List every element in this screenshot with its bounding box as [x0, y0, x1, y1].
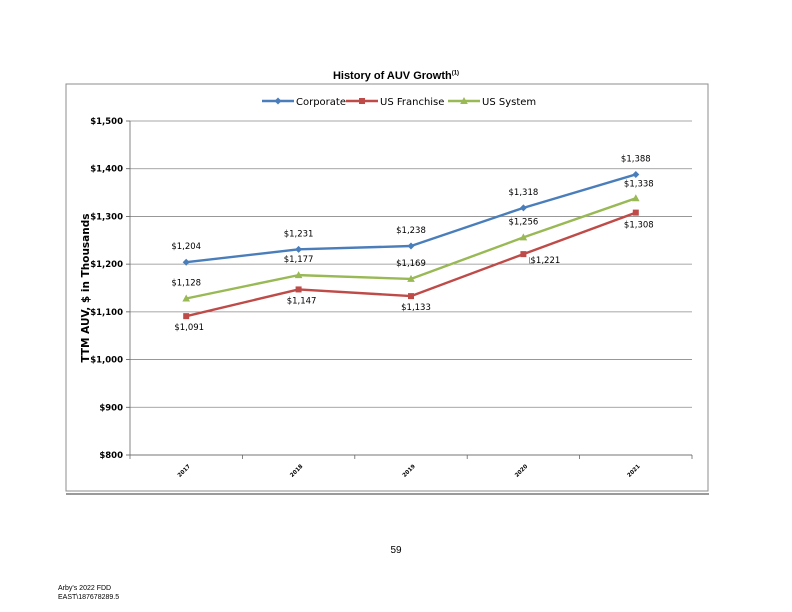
- data-label: $1,133: [401, 303, 431, 313]
- data-point: [519, 204, 527, 212]
- legend-label: Corporate: [296, 97, 346, 108]
- data-label: $1,318: [509, 188, 539, 198]
- y-tick-label: $1,400: [90, 165, 123, 175]
- data-label: $1,338: [624, 179, 654, 189]
- data-point: [183, 313, 190, 320]
- chart-title: History of AUV Growth(1): [0, 70, 792, 82]
- data-point: [294, 271, 303, 279]
- y-tick-label: $1,000: [90, 356, 123, 366]
- chart-title-footnote: (1): [451, 70, 460, 77]
- chart-frame: [65, 83, 709, 492]
- page-number: 59: [390, 545, 402, 556]
- data-label: $1,231: [284, 229, 314, 239]
- y-tick-label: $1,200: [90, 260, 123, 270]
- y-tick-label: $800: [99, 451, 123, 461]
- data-point: [295, 286, 302, 293]
- data-point: [632, 209, 639, 216]
- legend-label: US System: [482, 97, 536, 108]
- data-label: $1,091: [174, 323, 204, 333]
- data-label: $1,238: [396, 226, 426, 236]
- data-point: [520, 251, 527, 258]
- footer-line-1: Arby's 2022 FDD: [58, 585, 112, 592]
- data-point: [182, 258, 190, 266]
- data-point: [519, 233, 528, 241]
- y-tick-label: $1,300: [90, 212, 123, 222]
- data-label: $1,256: [509, 217, 539, 227]
- data-label: $1,204: [171, 242, 201, 252]
- data-label-leader: [529, 257, 534, 264]
- x-tick-label: 2018: [289, 464, 304, 479]
- data-point: [408, 293, 414, 300]
- y-tick-label: $1,100: [90, 308, 123, 318]
- chart-title-text: History of AUV Growth: [332, 70, 452, 82]
- x-tick-label: 2021: [627, 464, 642, 479]
- data-label: $1,177: [284, 255, 314, 265]
- y-tick-label: $1,500: [90, 117, 123, 127]
- x-tick-label: 2017: [177, 464, 192, 479]
- data-label: $1,388: [621, 154, 651, 164]
- footer-line-2: EAST\187678289.5: [58, 594, 120, 601]
- data-label: $1,308: [624, 221, 654, 231]
- y-axis-title: TTM AUV, $ in Thousands: [80, 213, 92, 362]
- legend-marker: [274, 97, 282, 105]
- data-label: $1,147: [287, 296, 317, 306]
- data-point: [182, 294, 190, 302]
- x-tick-label: 2020: [514, 464, 529, 479]
- data-label: $1,128: [171, 278, 201, 288]
- data-point: [295, 245, 303, 253]
- legend-marker: [460, 97, 468, 104]
- data-point: [407, 274, 415, 282]
- x-tick-label: 2019: [402, 464, 417, 479]
- data-point: [632, 194, 640, 202]
- data-point: [632, 170, 640, 178]
- data-label: $1,169: [396, 259, 426, 269]
- legend-marker: [359, 98, 365, 104]
- data-point: [407, 242, 415, 250]
- legend-label: US Franchise: [380, 97, 444, 108]
- y-tick-label: $900: [99, 403, 123, 413]
- data-label: $1,221: [531, 256, 561, 266]
